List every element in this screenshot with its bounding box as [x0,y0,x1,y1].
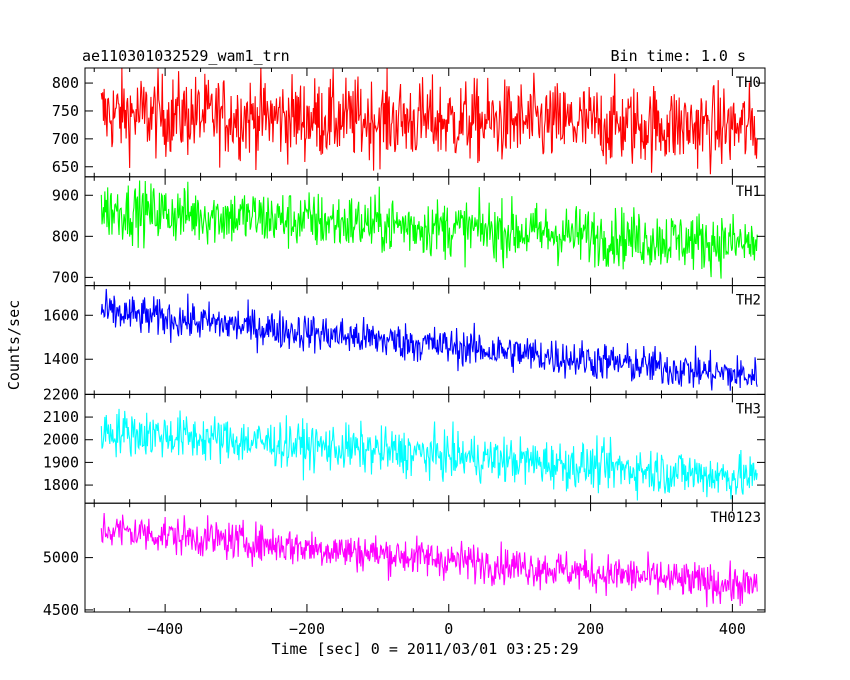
x-tick-label: 200 [577,620,604,638]
y-tick-label: 2100 [43,408,79,426]
y-tick-label: 1900 [43,453,79,471]
panels-group: 650 700 750 800 TH0 700 800 900 TH1 1400 1600 TH2 18… [43,67,766,619]
chart-title-right: Bin time: 1.0 s [611,47,746,65]
x-axis-label: Time [sec] 0 = 2011/03/01 03:25:29 [271,640,578,658]
x-tick-label: −400 [147,620,183,638]
series-line-th0123 [100,512,758,608]
y-tick-label: 4500 [43,601,79,619]
y-tick-label: 800 [52,74,79,92]
y-tick-label: 1600 [43,306,79,324]
panel-th0: 650 700 750 800 TH0 [52,67,766,178]
panel-th1: 700 800 900 TH1 [52,176,766,287]
y-axis-label: Counts/sec [5,300,23,390]
y-tick-label: 1400 [43,350,79,368]
y-tick-label: 5000 [43,549,79,567]
series-line-th1 [100,180,758,279]
panel-frame [84,393,766,504]
y-tick-label: 650 [52,158,79,176]
y-tick-label: 2000 [43,431,79,449]
panel-label-th3: TH3 [736,401,761,417]
series-line-th2 [100,288,758,391]
panel-frame [84,176,766,287]
y-tick-label: 900 [52,186,79,204]
chart-title-left: ae110301032529_wam1_trn [82,47,290,65]
y-tick-label: 2200 [43,385,79,403]
y-tick-label: 700 [52,268,79,286]
y-tick-label: 750 [52,102,79,120]
panel-th0123: 4500 5000 TH0123 [43,502,766,619]
panel-label-th1: TH1 [736,184,761,200]
y-tick-label: 1800 [43,476,79,494]
panel-label-th2: TH2 [736,293,761,309]
panel-label-th0123: TH0123 [710,510,761,526]
series-line-th3 [100,408,758,501]
x-tick-label: −200 [289,620,325,638]
x-tick-label: 400 [719,620,746,638]
y-tick-label: 700 [52,130,79,148]
panel-th2: 1400 1600 TH2 [43,285,766,395]
y-tick-label: 800 [52,227,79,245]
panel-label-th0: TH0 [736,75,761,91]
panel-th3: 1800 1900 2000 2100 2200 TH3 [43,385,766,504]
series-line-th0 [100,68,758,175]
x-tick-labels: −400 −200 0 200 400 [147,620,746,638]
x-tick-label: 0 [444,620,453,638]
